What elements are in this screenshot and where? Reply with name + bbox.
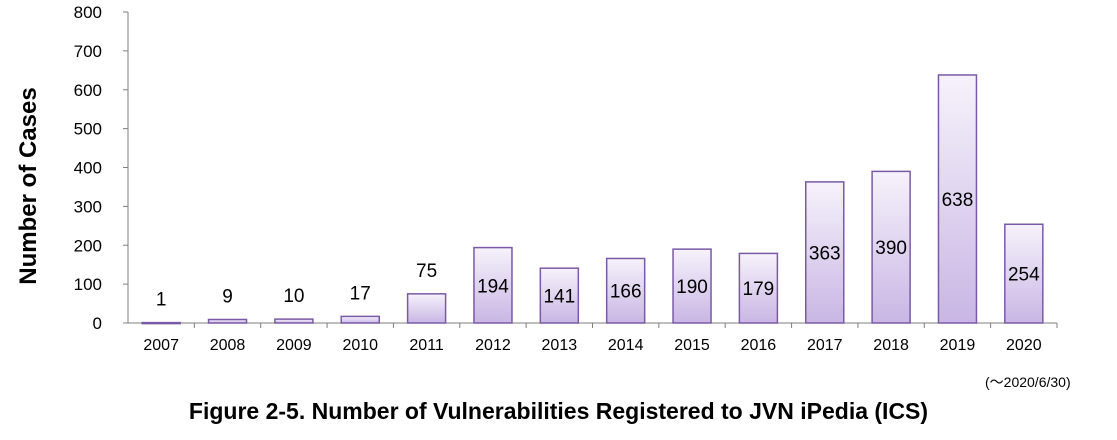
data-label: 190 — [676, 277, 708, 298]
y-axis-label: Number of Cases — [15, 87, 42, 284]
date-note: (〜2020/6/30) — [985, 374, 1071, 390]
data-label: 390 — [875, 238, 907, 259]
bar-2020 — [1004, 223, 1044, 324]
bar-2007 — [141, 321, 181, 325]
data-label: 363 — [809, 243, 841, 264]
x-tick-label: 2009 — [276, 337, 312, 354]
x-tick-label: 2016 — [741, 337, 777, 354]
x-tick-label: 2008 — [210, 337, 246, 354]
data-label: 75 — [416, 261, 437, 282]
figure-caption: Figure 2-5. Number of Vulnerabilities Re… — [188, 398, 929, 424]
y-tick-label: 700 — [74, 42, 102, 61]
data-label: 9 — [222, 287, 233, 308]
y-tick-label: 500 — [74, 120, 102, 139]
y-tick-label: 800 — [74, 3, 102, 22]
bar-2013 — [539, 267, 580, 324]
data-label: 254 — [1008, 265, 1040, 286]
bar-2016 — [738, 252, 779, 324]
bar-2012 — [473, 246, 513, 324]
axes: 0 100 200 300 400 500 600 700 800 2007 2008 2009 201… — [74, 3, 1058, 354]
y-tick-label: 200 — [74, 236, 102, 255]
bar-2019 — [937, 74, 978, 324]
x-tick-label: 2018 — [873, 337, 909, 354]
y-tick-label: 400 — [74, 159, 102, 178]
bar-2014 — [605, 257, 646, 324]
x-tick-label: 2017 — [807, 337, 843, 354]
bar-2011 — [406, 293, 447, 324]
bars: 1 9 10 17 75 194 141 166 190 179 363 390 638 254 — [141, 74, 1044, 325]
x-tick-label: 2007 — [143, 337, 179, 354]
y-tick-label: 300 — [74, 197, 102, 216]
x-tick-label: 2013 — [542, 337, 578, 354]
x-tick-label: 2011 — [409, 337, 444, 354]
data-label: 1 — [156, 290, 167, 311]
chart-svg: 0 100 200 300 400 500 600 700 800 2007 2008 2009 201… — [15, 3, 1058, 354]
data-label: 166 — [610, 282, 642, 303]
bar-2009 — [274, 318, 314, 324]
x-tick-label: 2012 — [475, 337, 511, 354]
bar-2017 — [805, 181, 845, 324]
x-tick-label: 2015 — [674, 337, 710, 354]
bar-2018 — [871, 170, 911, 324]
data-label: 17 — [350, 283, 371, 304]
x-tick-label: 2014 — [608, 337, 644, 354]
y-tick-label: 0 — [93, 314, 102, 333]
x-tick-label: 2019 — [940, 337, 976, 354]
data-label: 141 — [543, 287, 575, 308]
bar-chart: 0 100 200 300 400 500 600 700 800 2007 2008 2009 201… — [15, 3, 1058, 354]
bar-2010 — [340, 315, 380, 324]
x-tick-label: 2010 — [342, 337, 378, 354]
bar-2008 — [207, 318, 248, 324]
y-tick-label: 100 — [74, 275, 102, 294]
data-label: 179 — [743, 279, 775, 300]
y-tick-label: 600 — [74, 81, 102, 100]
data-label: 10 — [283, 286, 304, 307]
data-label: 638 — [942, 190, 974, 211]
data-label: 194 — [477, 276, 509, 297]
bar-2015 — [672, 248, 712, 324]
x-tick-label: 2020 — [1006, 337, 1042, 354]
